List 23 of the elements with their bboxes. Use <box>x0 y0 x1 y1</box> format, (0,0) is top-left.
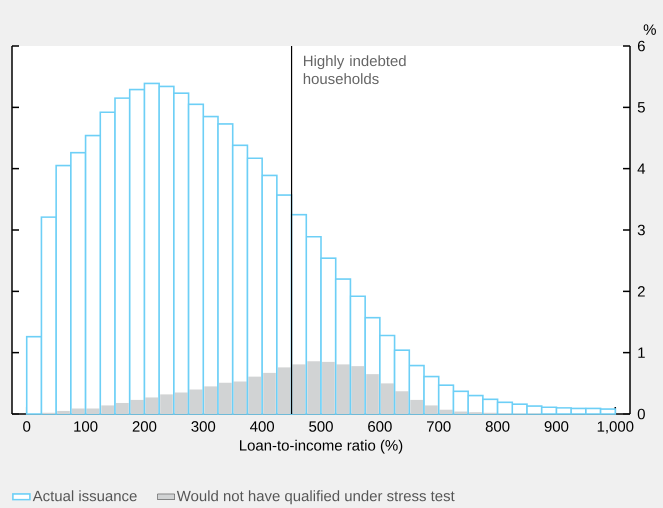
x-tick-label: 600 <box>368 421 392 432</box>
x-tick-label: 700 <box>427 421 451 432</box>
y-tick-label: 5 <box>638 102 645 113</box>
y-tick-label: 0 <box>638 408 645 420</box>
y-tick-label: 1 <box>638 348 645 358</box>
x-tick-label: 0 <box>23 421 30 432</box>
x-tick-label: 300 <box>191 421 216 432</box>
legend-label: Actual issuance <box>32 490 137 502</box>
x-tick-label: 500 <box>309 421 333 432</box>
x-tick-label: 100 <box>74 421 98 432</box>
x-tick-label: 400 <box>250 421 274 432</box>
legend-label: Would not have qualified under stress test <box>176 490 455 504</box>
y-tick-label: 2 <box>638 286 645 297</box>
x-tick-label: 1,000 <box>598 421 634 434</box>
x-tick-label: 900 <box>544 421 568 432</box>
y-tick-label: 3 <box>638 224 645 236</box>
y-tick-label: 4 <box>638 164 646 174</box>
ref-line-label: Highly indebted households <box>304 55 406 84</box>
x-axis-title: Loan-to-income ratio (%) <box>240 440 402 454</box>
x-tick-label: 800 <box>486 421 510 432</box>
x-tick-label: 200 <box>132 421 156 432</box>
y-axis-title: % <box>644 24 656 35</box>
y-tick-label: 6 <box>638 40 645 52</box>
